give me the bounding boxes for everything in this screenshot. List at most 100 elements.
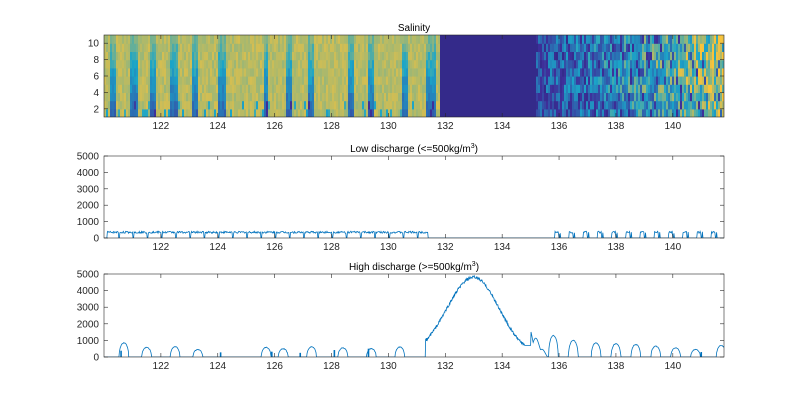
heatmap-cell xyxy=(378,59,381,69)
heatmap-cell xyxy=(170,51,173,61)
heatmap-cell xyxy=(510,100,513,110)
heatmap-cell xyxy=(412,76,415,85)
heatmap-cell xyxy=(192,67,195,77)
low-discharge-series xyxy=(104,230,724,238)
heatmap-cell xyxy=(440,76,443,85)
heatmap-cell xyxy=(716,84,719,93)
heatmap-cell xyxy=(382,76,385,85)
heatmap-cell xyxy=(300,76,303,85)
heatmap-cell xyxy=(188,92,191,102)
heatmap-cell xyxy=(174,51,177,61)
heatmap-cell xyxy=(446,76,449,85)
heatmap-cell xyxy=(588,51,591,61)
heatmap-cell xyxy=(702,51,705,61)
heatmap-cell xyxy=(442,100,445,110)
heatmap-cell xyxy=(642,84,645,93)
heatmap-cell xyxy=(486,84,489,93)
heatmap-cell xyxy=(452,84,455,93)
x-tick-label: 132 xyxy=(437,121,454,132)
heatmap-cell xyxy=(360,43,363,52)
heatmap-cell xyxy=(602,43,605,52)
heatmap-cell xyxy=(212,35,215,44)
heatmap-cell xyxy=(692,76,695,85)
heatmap-cell xyxy=(462,84,465,93)
heatmap-cell xyxy=(632,76,635,85)
heatmap-cell xyxy=(458,67,461,77)
heatmap-cell xyxy=(666,92,669,102)
heatmap-cell xyxy=(628,51,631,61)
heatmap-cell xyxy=(634,84,637,93)
heatmap-cell xyxy=(142,67,145,77)
heatmap-cell xyxy=(350,35,353,44)
heatmap-cell xyxy=(272,100,275,110)
heatmap-cell xyxy=(390,100,393,110)
heatmap-cell xyxy=(586,76,589,85)
heatmap-cell xyxy=(252,76,255,85)
heatmap-cell xyxy=(570,59,573,69)
heatmap-cell xyxy=(172,67,175,77)
heatmap-cell xyxy=(444,35,447,44)
heatmap-cell xyxy=(358,67,361,77)
heatmap-cell xyxy=(704,43,707,52)
heatmap-cell xyxy=(482,35,485,44)
heatmap-cell xyxy=(572,76,575,85)
heatmap-cell xyxy=(462,35,465,44)
heatmap-cell xyxy=(230,108,233,117)
heatmap-cell xyxy=(386,84,389,93)
heatmap-cell xyxy=(356,108,359,117)
heatmap-cell xyxy=(588,35,591,44)
heatmap-cell xyxy=(146,67,149,77)
heatmap-cell xyxy=(522,43,525,52)
heatmap-cell xyxy=(548,84,551,93)
heatmap-cell xyxy=(438,92,441,102)
heatmap-cell xyxy=(242,108,245,117)
heatmap-cell xyxy=(292,59,295,69)
heatmap-cell xyxy=(236,43,239,52)
heatmap-cell xyxy=(328,43,331,52)
heatmap-cell xyxy=(266,76,269,85)
heatmap-cell xyxy=(654,43,657,52)
heatmap-cell xyxy=(140,84,143,93)
heatmap-cell xyxy=(702,67,705,77)
heatmap-cell xyxy=(420,108,423,117)
heatmap-cell xyxy=(196,76,199,85)
heatmap-cell xyxy=(374,100,377,110)
heatmap-cell xyxy=(220,59,223,69)
heatmap-cell xyxy=(254,51,257,61)
heatmap-cell xyxy=(518,35,521,44)
heatmap-cell xyxy=(300,59,303,69)
heatmap-cell xyxy=(448,84,451,93)
heatmap-cell xyxy=(380,67,383,77)
heatmap-cell xyxy=(708,51,711,61)
heatmap-cell xyxy=(546,108,549,117)
heatmap-cell xyxy=(238,67,241,77)
heatmap-cell xyxy=(612,100,615,110)
heatmap-cell xyxy=(268,51,271,61)
heatmap-cell xyxy=(496,100,499,110)
heatmap-cell xyxy=(578,84,581,93)
heatmap-cell xyxy=(354,51,357,61)
heatmap-cell xyxy=(600,108,603,117)
heatmap-cell xyxy=(534,76,537,85)
heatmap-cell xyxy=(140,43,143,52)
heatmap-cell xyxy=(522,67,525,77)
heatmap-cell xyxy=(500,92,503,102)
heatmap-cell xyxy=(204,35,207,44)
heatmap-cell xyxy=(168,51,171,61)
heatmap-cell xyxy=(432,76,435,85)
heatmap-cell xyxy=(494,43,497,52)
heatmap-cell xyxy=(712,84,715,93)
heatmap-cell xyxy=(514,108,517,117)
heatmap-cell xyxy=(340,84,343,93)
heatmap-cell xyxy=(650,67,653,77)
heatmap-cell xyxy=(664,84,667,93)
heatmap-cell xyxy=(570,100,573,110)
heatmap-cell xyxy=(352,35,355,44)
heatmap-cell xyxy=(378,76,381,85)
heatmap-cell xyxy=(206,76,209,85)
heatmap-cell xyxy=(610,84,613,93)
heatmap-cell xyxy=(234,59,237,69)
heatmap-cell xyxy=(258,59,261,69)
heatmap-cell xyxy=(560,35,563,44)
heatmap-cell xyxy=(502,76,505,85)
